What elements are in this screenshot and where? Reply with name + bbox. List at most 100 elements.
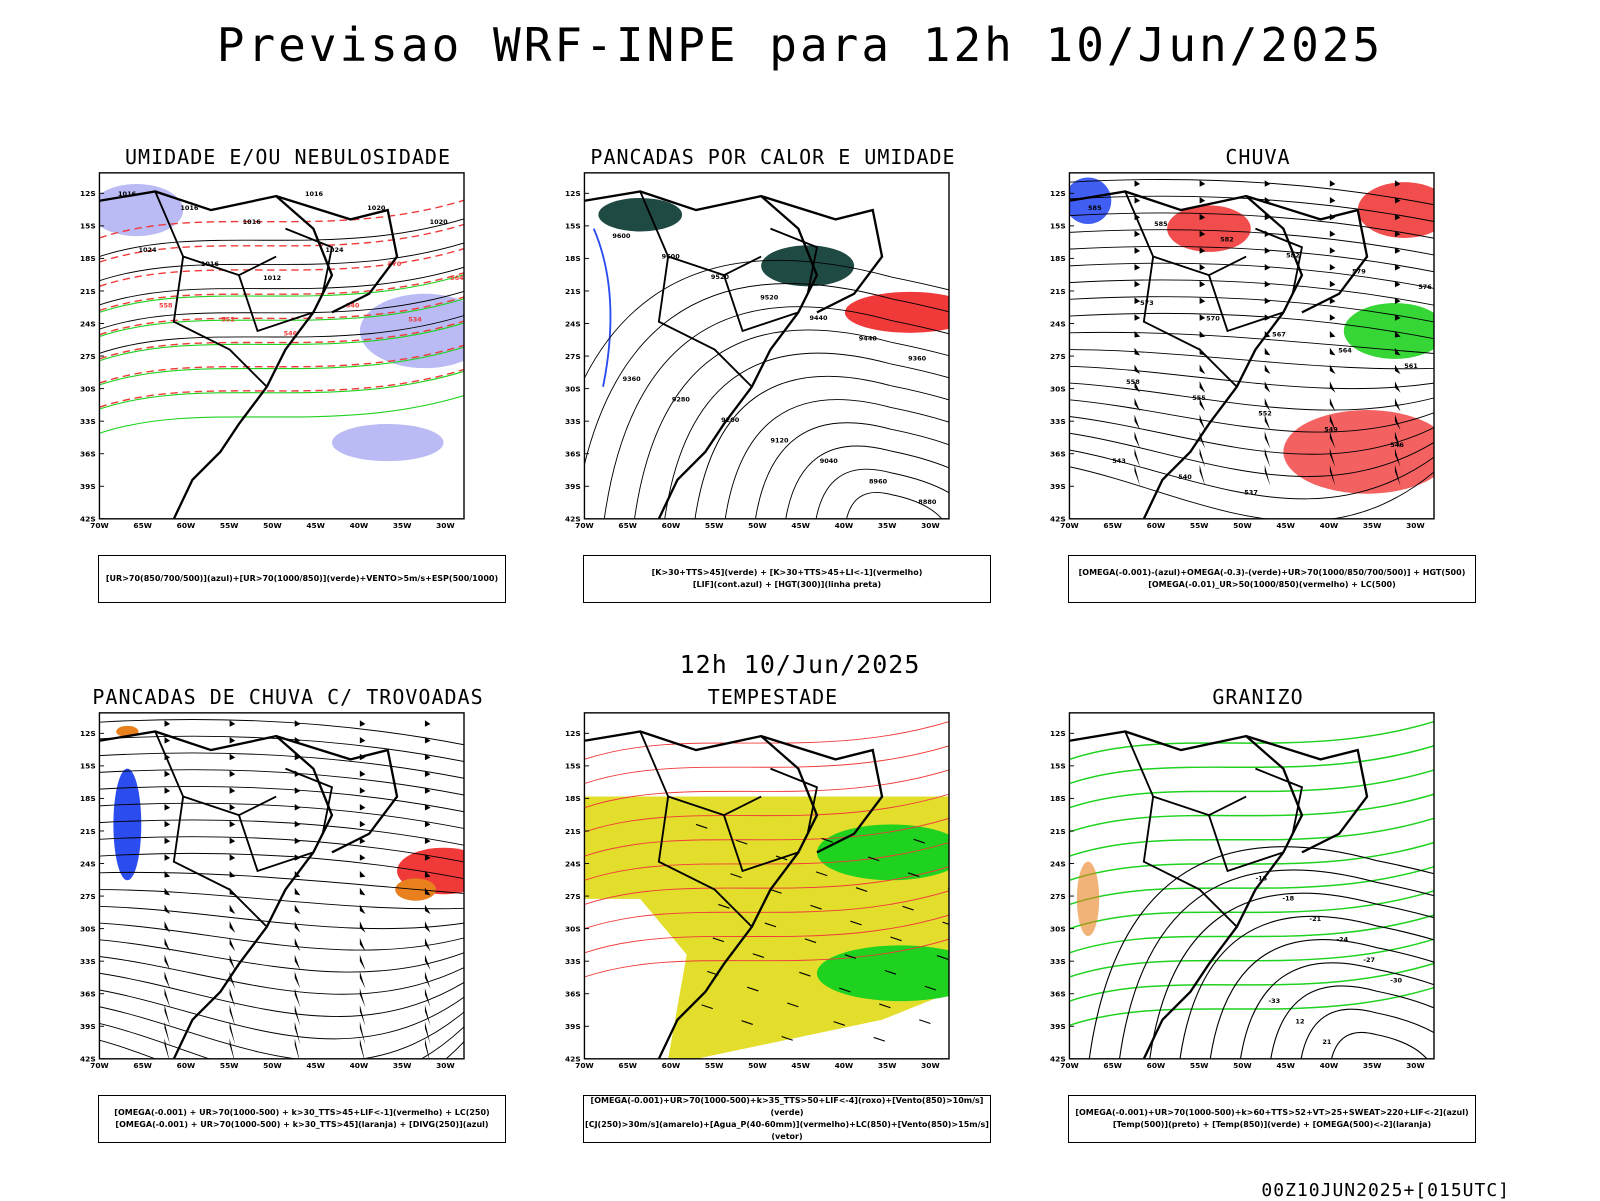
- contour-label: 570: [1206, 315, 1220, 323]
- panel-title: GRANIZO: [1212, 685, 1304, 709]
- flow-arrowhead: [1134, 330, 1141, 338]
- lat-tick-label: 27S: [565, 352, 581, 361]
- wind-vector: [850, 920, 862, 926]
- flow-arrowhead: [1329, 448, 1336, 468]
- height-contour: [724, 399, 949, 519]
- streamline-red: [584, 914, 949, 954]
- contour-label: 9040: [820, 457, 839, 465]
- lat-tick-label: 18S: [1050, 254, 1066, 263]
- coastline: [584, 730, 819, 1059]
- thickness-contour: [99, 199, 464, 239]
- temp500-contour: [1209, 939, 1434, 1059]
- flow-arrowhead: [1134, 230, 1141, 238]
- contour-label: 546: [284, 330, 298, 338]
- temp500-contour: [1240, 962, 1434, 1059]
- state-border: [723, 274, 799, 333]
- map-frame: [1068, 712, 1435, 1060]
- contour-label: 579: [1352, 267, 1366, 275]
- streamline: [99, 1023, 464, 1059]
- temp500-contour: [1330, 1031, 1428, 1059]
- lat-tick-label: 15S: [1050, 222, 1066, 231]
- flow-arrowhead: [359, 804, 366, 811]
- lat-tick-label: 12S: [80, 729, 96, 738]
- contour-label: 543: [1112, 457, 1126, 465]
- pressure-contour: [99, 315, 464, 354]
- streamline: [99, 735, 464, 762]
- lat-tick-label: 36S: [80, 450, 96, 459]
- streamline: [99, 1039, 464, 1059]
- state-border: [1255, 767, 1304, 834]
- streamline: [1069, 178, 1434, 206]
- lon-tick-label: 70W: [575, 521, 594, 530]
- flow-arrowhead: [359, 737, 366, 744]
- omega-shade-orange: [1076, 861, 1100, 937]
- flow-arrowhead: [1199, 280, 1206, 288]
- flow-arrowhead: [1394, 448, 1401, 468]
- lon-tick-label: 55W: [705, 1061, 724, 1070]
- flow-arrowhead: [164, 870, 171, 878]
- map-panel: PANCADAS POR CALOR E UMIDADE 9600 9600 9520…: [553, 145, 993, 625]
- lon-tick-label: 55W: [1190, 521, 1209, 530]
- state-border: [172, 796, 268, 928]
- flow-arrowhead: [1134, 347, 1141, 356]
- country-border: [760, 195, 884, 314]
- flow-arrowhead: [164, 1004, 171, 1027]
- contour-label: 558: [159, 302, 173, 310]
- temp500-contour: [1179, 915, 1434, 1059]
- lat-tick-label: 15S: [80, 222, 96, 231]
- temp500-contour: [1149, 892, 1434, 1059]
- wind-vector: [712, 937, 725, 943]
- lifted-index-contour: [592, 228, 612, 387]
- wind-vector: [810, 904, 822, 910]
- map-frame: [583, 172, 950, 520]
- flow-arrowhead: [229, 954, 236, 971]
- lat-tick-label: 42S: [80, 1055, 96, 1064]
- legend-text: [CJ(250)>30m/s](amarelo)+[Agua_P(40-60mm…: [585, 1120, 989, 1141]
- wind-vector: [959, 1036, 970, 1040]
- flow-arrowhead: [229, 921, 236, 933]
- contour-label: 9600: [662, 252, 681, 260]
- contour-label: 552: [1258, 410, 1272, 418]
- lon-tick-label: 60W: [662, 521, 681, 530]
- wind-vector: [735, 839, 748, 845]
- lat-tick-label: 30S: [565, 384, 581, 393]
- lat-tick-label: 39S: [80, 1022, 96, 1031]
- state-border: [172, 256, 268, 388]
- flow-arrowhead: [1134, 381, 1141, 393]
- state-border: [154, 731, 277, 817]
- temp850-contour: [1069, 938, 1434, 978]
- flow-arrowhead: [424, 720, 431, 727]
- convection-shade-green: [761, 245, 855, 287]
- streamline: [99, 922, 464, 951]
- lat-tick-label: 42S: [1050, 515, 1066, 524]
- state-border: [238, 274, 314, 333]
- coastline: [99, 190, 334, 519]
- flow-arrowhead: [1394, 330, 1401, 338]
- lat-tick-label: 18S: [565, 254, 581, 263]
- contour-label: -33: [1268, 997, 1280, 1005]
- temp500-contour: [1270, 985, 1434, 1059]
- wind-vector: [741, 1020, 753, 1025]
- streamline: [1069, 212, 1434, 239]
- contour-label: 564: [1338, 346, 1352, 354]
- humidity-shade-blue: [359, 293, 464, 369]
- flow-arrowhead: [294, 837, 301, 844]
- lat-tick-label: 36S: [565, 990, 581, 999]
- convection-shade-green: [598, 197, 683, 232]
- lon-tick-label: 30W: [1406, 1061, 1425, 1070]
- flow-arrowhead: [1134, 180, 1141, 187]
- temp500-contour: [1300, 1008, 1434, 1059]
- wind-vector: [879, 1003, 891, 1009]
- state-border: [723, 814, 799, 873]
- contour-label: 21: [1322, 1038, 1332, 1046]
- flow-arrowhead: [1199, 264, 1206, 271]
- flow-arrowhead: [229, 854, 236, 861]
- lat-tick-label: 21S: [565, 287, 581, 296]
- state-border: [1208, 274, 1284, 333]
- flow-arrowhead: [359, 720, 366, 727]
- lat-tick-label: 18S: [80, 254, 96, 263]
- state-border: [657, 256, 753, 388]
- height-contour: [603, 306, 949, 519]
- flow-arrowhead: [1134, 314, 1141, 321]
- lon-tick-label: 30W: [1406, 521, 1425, 530]
